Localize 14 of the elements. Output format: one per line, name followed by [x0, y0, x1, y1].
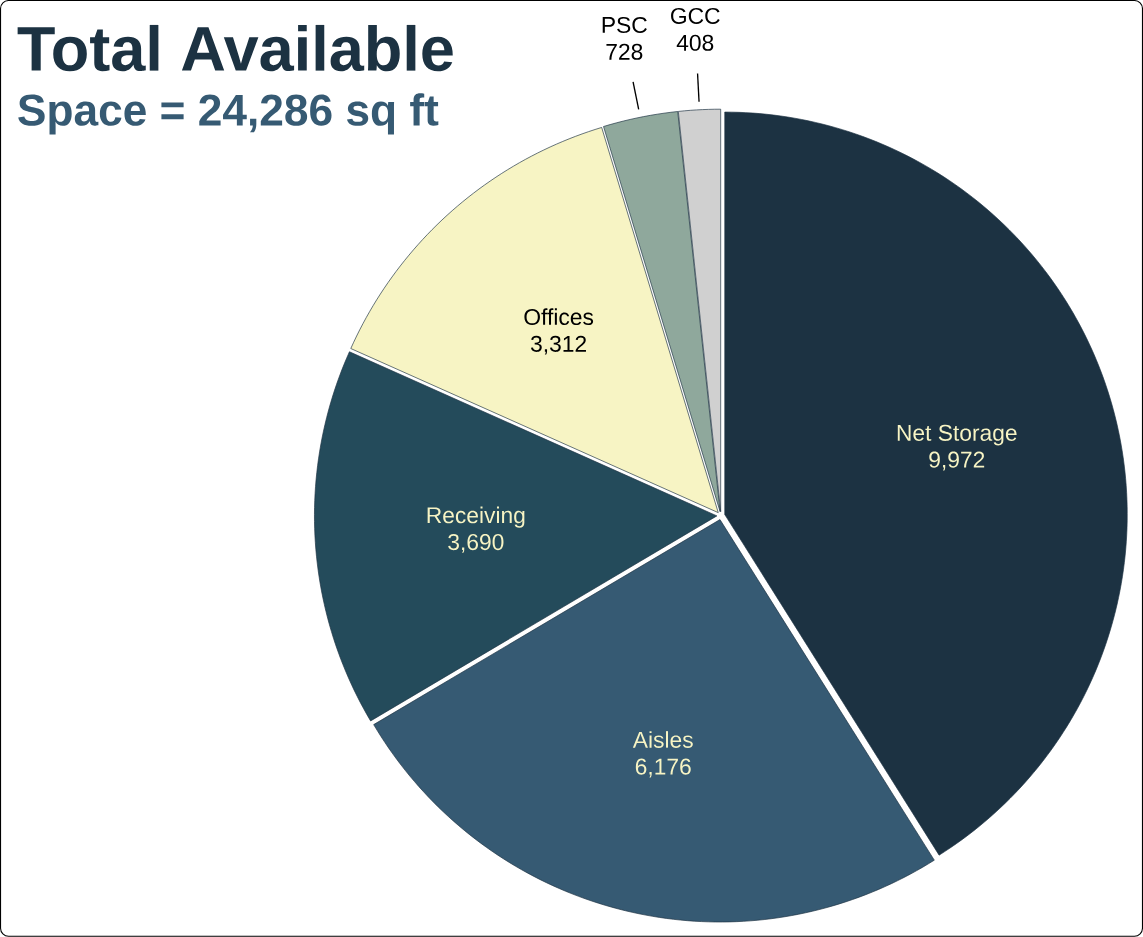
slice-label: Offices	[524, 308, 594, 326]
text: Space = 24,286 sq ft	[18, 93, 439, 135]
slice-label: Receiving	[427, 506, 525, 528]
chart-title: Total Available	[17, 25, 453, 72]
data-label: 728	[606, 43, 643, 60]
data-label: 3,690	[448, 534, 504, 553]
slice-label: Net Storage	[897, 424, 1017, 446]
data-label: 408	[676, 34, 714, 51]
slice-label: GCC	[671, 8, 720, 25]
data-label: 6,176	[635, 758, 691, 778]
slice-label: Aisles	[632, 731, 693, 749]
data-label: 3,312	[530, 335, 586, 355]
slice-label: PSC	[602, 17, 647, 34]
data-label: 9,972	[929, 451, 985, 471]
